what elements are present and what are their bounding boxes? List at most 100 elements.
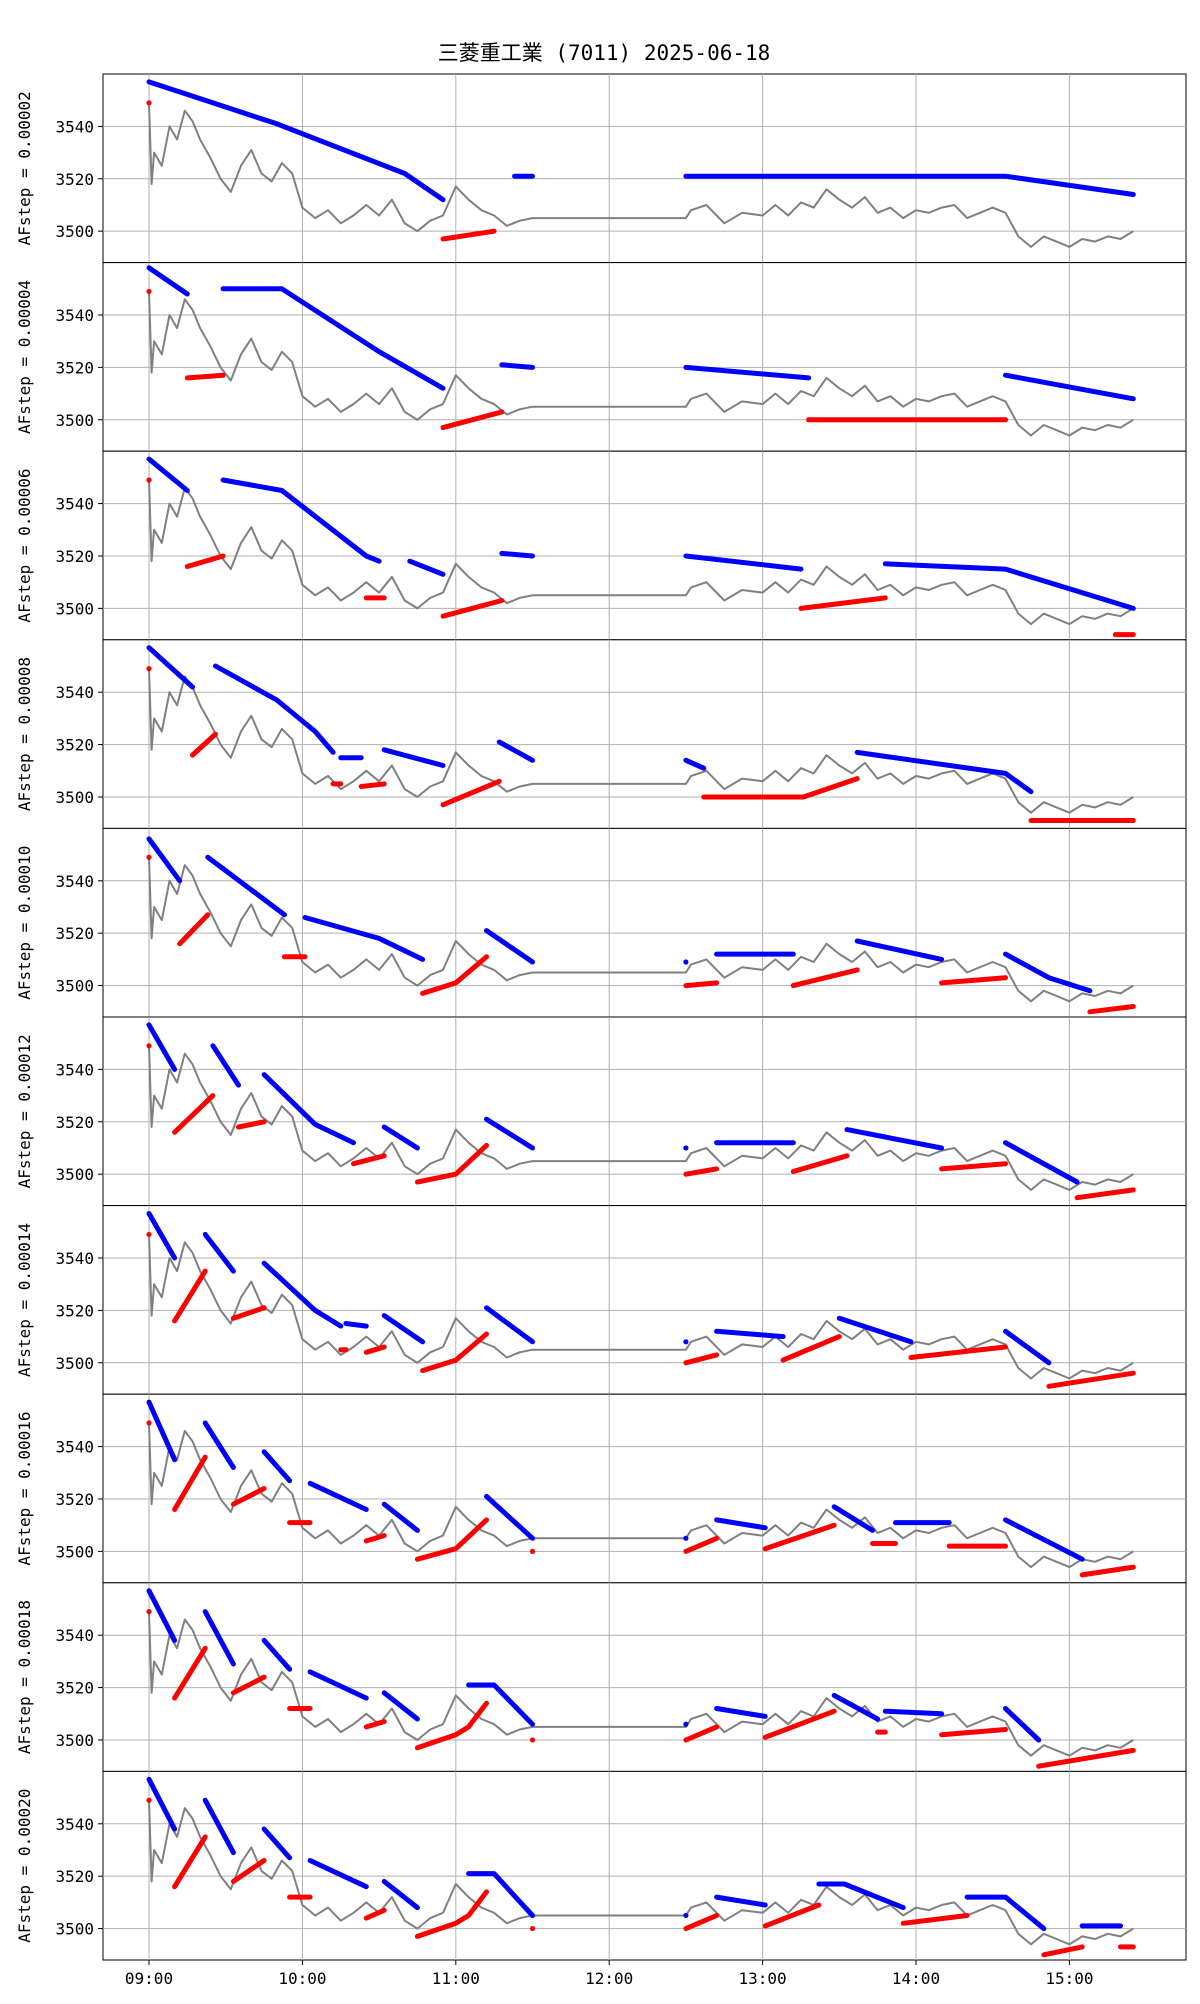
y-tick-label: 3520: [55, 1113, 94, 1132]
sar-above-segment: [146, 1399, 178, 1463]
sar-above-segment: [261, 1637, 293, 1672]
sar-above-segment: [146, 265, 190, 297]
sar-below-segment: [1041, 1944, 1085, 1958]
sar-above-segment: [1003, 1328, 1052, 1366]
sar-below-segment: [908, 1344, 1008, 1360]
y-tick-label: 3540: [55, 117, 94, 136]
sar-above-segment: [1003, 372, 1136, 402]
sar-above-segment: [714, 1894, 768, 1908]
sar-above-segment: [202, 1420, 236, 1470]
sar-above-segment: [381, 1501, 420, 1533]
y-tick-label: 3500: [55, 1354, 94, 1373]
panel-frame: [102, 73, 1187, 264]
sar-below-point: [146, 1231, 152, 1238]
price-line: [148, 1234, 1134, 1380]
sar-below-segment: [172, 1834, 208, 1890]
panel-ylabel: AFstep = 0.00010: [15, 846, 34, 1000]
x-tick-label: 15:00: [1045, 1969, 1093, 1988]
sar-above-segment: [381, 1124, 420, 1151]
sar-above-point: [683, 1339, 689, 1345]
sar-above-segment: [1003, 1706, 1042, 1743]
sar-below-segment: [363, 1907, 387, 1921]
sar-below-segment: [184, 553, 226, 569]
sar-below-segment: [1079, 1564, 1136, 1578]
x-tick-label: 13:00: [739, 1969, 787, 1988]
sar-above-segment: [146, 645, 195, 690]
sar-below-segment: [683, 1352, 720, 1366]
sar-below-segment: [414, 1700, 489, 1751]
sar-above-segment: [484, 1305, 535, 1345]
chart-panels: 3500 3520 3540 AFstep = 0.00002 3500 3520 3540…: [15, 73, 1187, 1988]
sar-below-segment: [420, 954, 489, 996]
sar-above-segment: [261, 1826, 293, 1861]
panel-frame: [102, 827, 1187, 1018]
sar-above-segment: [307, 1480, 369, 1512]
price-line: [148, 291, 1134, 437]
sar-above-segment: [484, 1493, 535, 1541]
sar-above-segment: [816, 1881, 906, 1911]
sar-above-segment: [343, 1321, 369, 1329]
sar-below-segment: [798, 595, 888, 611]
panel-ylabel: AFstep = 0.00002: [15, 91, 34, 245]
sar-above-segment: [381, 747, 446, 768]
y-tick-label: 3520: [55, 736, 94, 755]
sar-above-segment: [381, 1313, 426, 1345]
sar-above-segment: [307, 1858, 369, 1890]
sar-below-segment: [414, 1517, 489, 1562]
panel-ylabel: AFstep = 0.00020: [15, 1789, 34, 1943]
panel-frame: [102, 1770, 1187, 1961]
sar-below-point: [146, 288, 152, 295]
sar-above-segment: [496, 739, 535, 763]
sar-above-segment: [146, 1776, 178, 1832]
sar-below-segment: [230, 1305, 267, 1321]
sar-above-segment: [714, 1328, 786, 1340]
sar-below-segment: [440, 228, 497, 242]
y-tick-label: 3500: [55, 1920, 94, 1939]
sar-above-segment: [683, 364, 812, 381]
y-tick-label: 3520: [55, 547, 94, 566]
sar-below-point: [146, 1420, 152, 1426]
sar-above-segment: [836, 1315, 914, 1345]
y-tick-label: 3500: [55, 599, 94, 618]
panel-3: 3500 3520 3540 AFstep = 0.00006: [15, 450, 1187, 645]
sar-above-segment: [146, 1588, 178, 1643]
sar-below-segment: [1087, 1004, 1136, 1015]
sar-below-segment: [414, 1889, 489, 1939]
sar-above-segment: [1003, 1140, 1080, 1185]
sar-above-point: [683, 1145, 689, 1151]
sar-below-point: [146, 1797, 152, 1803]
panel-frame: [102, 1205, 1187, 1395]
sar-above-segment: [261, 1449, 293, 1484]
sar-below-segment: [701, 776, 860, 800]
panel-frame: [102, 1016, 1187, 1207]
sar-below-segment: [363, 1719, 387, 1730]
sar-below-segment: [1046, 1370, 1136, 1389]
sar-below-segment: [184, 372, 226, 381]
price-line: [148, 479, 1134, 626]
sar-below-segment: [683, 1913, 720, 1932]
sar-below-segment: [790, 967, 860, 989]
panel-ylabel: AFstep = 0.00004: [15, 280, 34, 434]
sar-below-segment: [172, 1093, 216, 1135]
sar-below-segment: [440, 409, 505, 431]
sar-above-segment: [683, 757, 707, 771]
y-tick-label: 3540: [55, 1626, 94, 1645]
sar-below-segment: [172, 1268, 208, 1324]
panel-ylabel: AFstep = 0.00016: [15, 1411, 34, 1565]
sar-below-point: [146, 1609, 152, 1615]
sar-above-segment: [146, 456, 190, 493]
y-tick-label: 3500: [55, 1165, 94, 1184]
sar-above-segment: [882, 1708, 945, 1717]
sar-above-segment: [213, 663, 336, 755]
sar-below-segment: [230, 1674, 267, 1696]
y-tick-label: 3520: [55, 1867, 94, 1886]
sar-below-segment: [762, 1522, 837, 1552]
sar-above-segment: [714, 1706, 768, 1719]
sar-above-segment: [220, 286, 446, 391]
x-tick-label: 10:00: [278, 1969, 326, 1988]
sar-below-point: [146, 100, 152, 106]
sar-below-segment: [683, 1166, 720, 1177]
price-line: [148, 102, 1134, 248]
sar-below-segment: [440, 598, 505, 619]
